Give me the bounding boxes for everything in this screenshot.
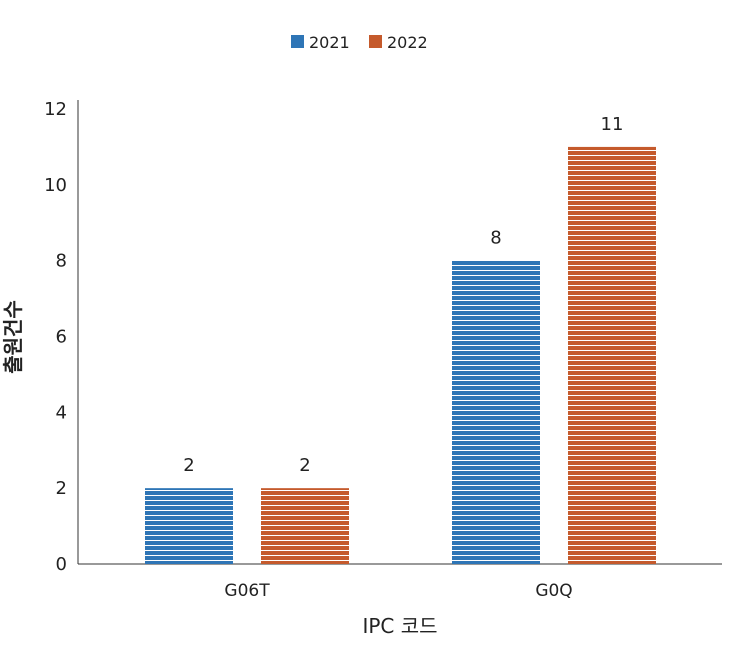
y-tick-label: 6 (56, 327, 67, 348)
y-tick-labels: 0 2 4 6 8 10 12 (44, 99, 67, 575)
bar-2021-G0Q (452, 260, 540, 564)
y-tick-label: 8 (56, 251, 67, 272)
y-tick-label: 4 (56, 402, 67, 423)
x-category-label-g0q: G0Q (535, 581, 572, 601)
legend-label-2022: 2022 (387, 33, 428, 52)
legend-swatch-2022 (369, 35, 382, 48)
y-tick-label: 12 (44, 99, 67, 120)
bar-2022-G0Q (568, 146, 656, 564)
x-category-label-g06t: G06T (224, 581, 270, 601)
y-tick-label: 0 (56, 554, 67, 575)
data-label-2021-G06T: 2 (183, 455, 194, 476)
y-axis-title: 출원건수 (1, 300, 25, 374)
bar-2021-G06T (145, 488, 233, 564)
legend: 2021 2022 (291, 33, 428, 52)
bars (145, 146, 656, 564)
legend-label-2021: 2021 (309, 33, 350, 52)
legend-swatch-2021 (291, 35, 304, 48)
data-label-2021-G0Q: 8 (490, 228, 501, 249)
data-label-2022-G0Q: 11 (601, 114, 624, 135)
y-tick-label: 10 (44, 175, 67, 196)
data-label-2022-G06T: 2 (299, 455, 310, 476)
y-tick-label: 2 (56, 478, 67, 499)
data-labels: 2 2 8 11 (183, 114, 623, 476)
bar-2022-G06T (261, 488, 349, 564)
x-axis-title: IPC 코드 (362, 614, 437, 638)
